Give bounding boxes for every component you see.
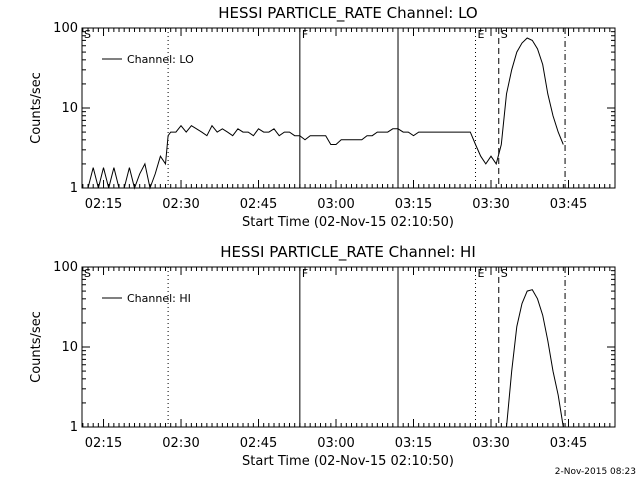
chart-title-lo: HESSI PARTICLE_RATE Channel: LO [218, 4, 477, 23]
series-line-lo [87, 37, 564, 190]
marker-label-lo-5: S [501, 28, 508, 41]
x-axis-label-lo: Start Time (02-Nov-15 02:10:50) [242, 215, 454, 230]
x-tick-label-lo-4: 03:15 [395, 197, 432, 212]
x-tick-label-lo-6: 03:45 [550, 197, 587, 212]
marker-label-hi-4: E [478, 267, 485, 280]
marker-label-hi-5: S [501, 267, 508, 280]
y-tick-label-hi-1: 10 [61, 340, 78, 355]
x-tick-label-hi-3: 03:00 [317, 436, 354, 451]
y-tick-label-hi-2: 100 [53, 260, 78, 275]
y-tick-label-lo-1: 10 [61, 101, 78, 116]
x-tick-label-hi-5: 03:30 [472, 436, 509, 451]
legend-label-hi: Channel: HI [127, 292, 191, 305]
legend-label-lo: Channel: LO [127, 53, 194, 66]
marker-label-lo-4: E [478, 28, 485, 41]
x-tick-label-lo-3: 03:00 [317, 197, 354, 212]
x-tick-label-hi-2: 02:45 [240, 436, 277, 451]
x-tick-label-hi-1: 02:30 [162, 436, 199, 451]
x-axis-label-hi: Start Time (02-Nov-15 02:10:50) [242, 454, 454, 469]
panel-lo: HESSI PARTICLE_RATE Channel: LO S F E S 02:… [29, 4, 616, 230]
x-tick-label-lo-1: 02:30 [162, 197, 199, 212]
x-tick-label-hi-0: 02:15 [85, 436, 122, 451]
y-tick-label-hi-0: 1 [70, 420, 78, 435]
chart-title-hi: HESSI PARTICLE_RATE Channel: HI [220, 243, 476, 262]
x-tick-label-lo-2: 02:45 [240, 197, 277, 212]
marker-label-lo-0: S [84, 28, 91, 41]
marker-label-lo-2: F [302, 28, 308, 41]
plot-frame-hi [81, 266, 616, 428]
x-tick-label-lo-5: 03:30 [472, 197, 509, 212]
x-tick-label-hi-4: 03:15 [395, 436, 432, 451]
x-tick-label-hi-6: 03:45 [550, 436, 587, 451]
footer-timestamp: 2-Nov-2015 08:23 [555, 467, 636, 477]
x-tick-label-lo-0: 02:15 [85, 197, 122, 212]
y-tick-label-lo-0: 1 [70, 181, 78, 196]
plot-frame-lo [81, 27, 616, 189]
y-axis-label-hi: Counts/sec [29, 311, 44, 383]
panel-hi: HESSI PARTICLE_RATE Channel: HI S F E S 02:… [29, 243, 616, 469]
marker-label-hi-2: F [302, 267, 308, 280]
series-line-hi [506, 289, 564, 428]
y-tick-label-lo-2: 100 [53, 21, 78, 36]
marker-label-hi-0: S [84, 267, 91, 280]
y-axis-label-lo: Counts/sec [29, 72, 44, 144]
